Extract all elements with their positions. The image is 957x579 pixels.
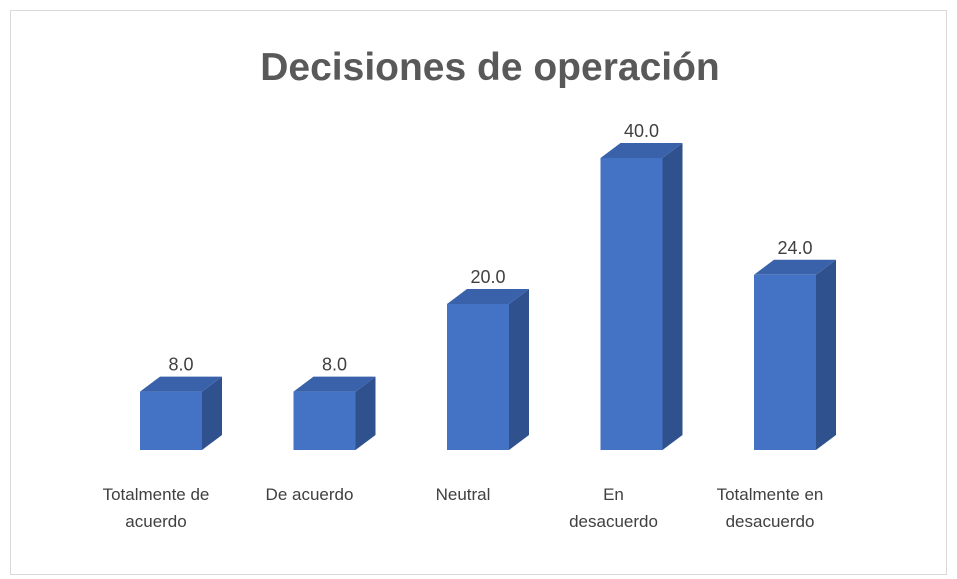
x-tick-label: De acuerdo <box>265 485 354 504</box>
bar <box>447 304 509 450</box>
bar <box>600 158 663 450</box>
data-label: 24.0 <box>777 238 812 258</box>
bar-side <box>816 259 836 450</box>
bar-top <box>600 143 683 158</box>
x-tick-label: En desacuerdo <box>569 485 658 531</box>
x-tick-label: Totalmente de acuerdo <box>102 485 210 531</box>
data-label: 20.0 <box>470 267 505 287</box>
data-label: 40.0 <box>624 121 659 141</box>
bar-top <box>140 376 222 392</box>
bar <box>140 391 202 450</box>
bar <box>754 274 816 450</box>
chart-frame <box>10 10 947 575</box>
x-tick-label: Totalmente en desacuerdo <box>716 485 824 531</box>
bar <box>293 391 356 450</box>
data-label: 8.0 <box>322 355 347 375</box>
bar-top <box>754 259 836 275</box>
x-tick-label: Neutral <box>435 485 491 504</box>
bar-side <box>355 376 376 450</box>
data-label: 8.0 <box>168 355 193 375</box>
chart-title: Decisiones de operación <box>260 46 720 89</box>
bar-side <box>202 376 222 450</box>
bar-top <box>447 289 529 304</box>
bar-side <box>509 289 529 450</box>
bar-side <box>662 143 683 450</box>
bar-top <box>293 376 376 392</box>
